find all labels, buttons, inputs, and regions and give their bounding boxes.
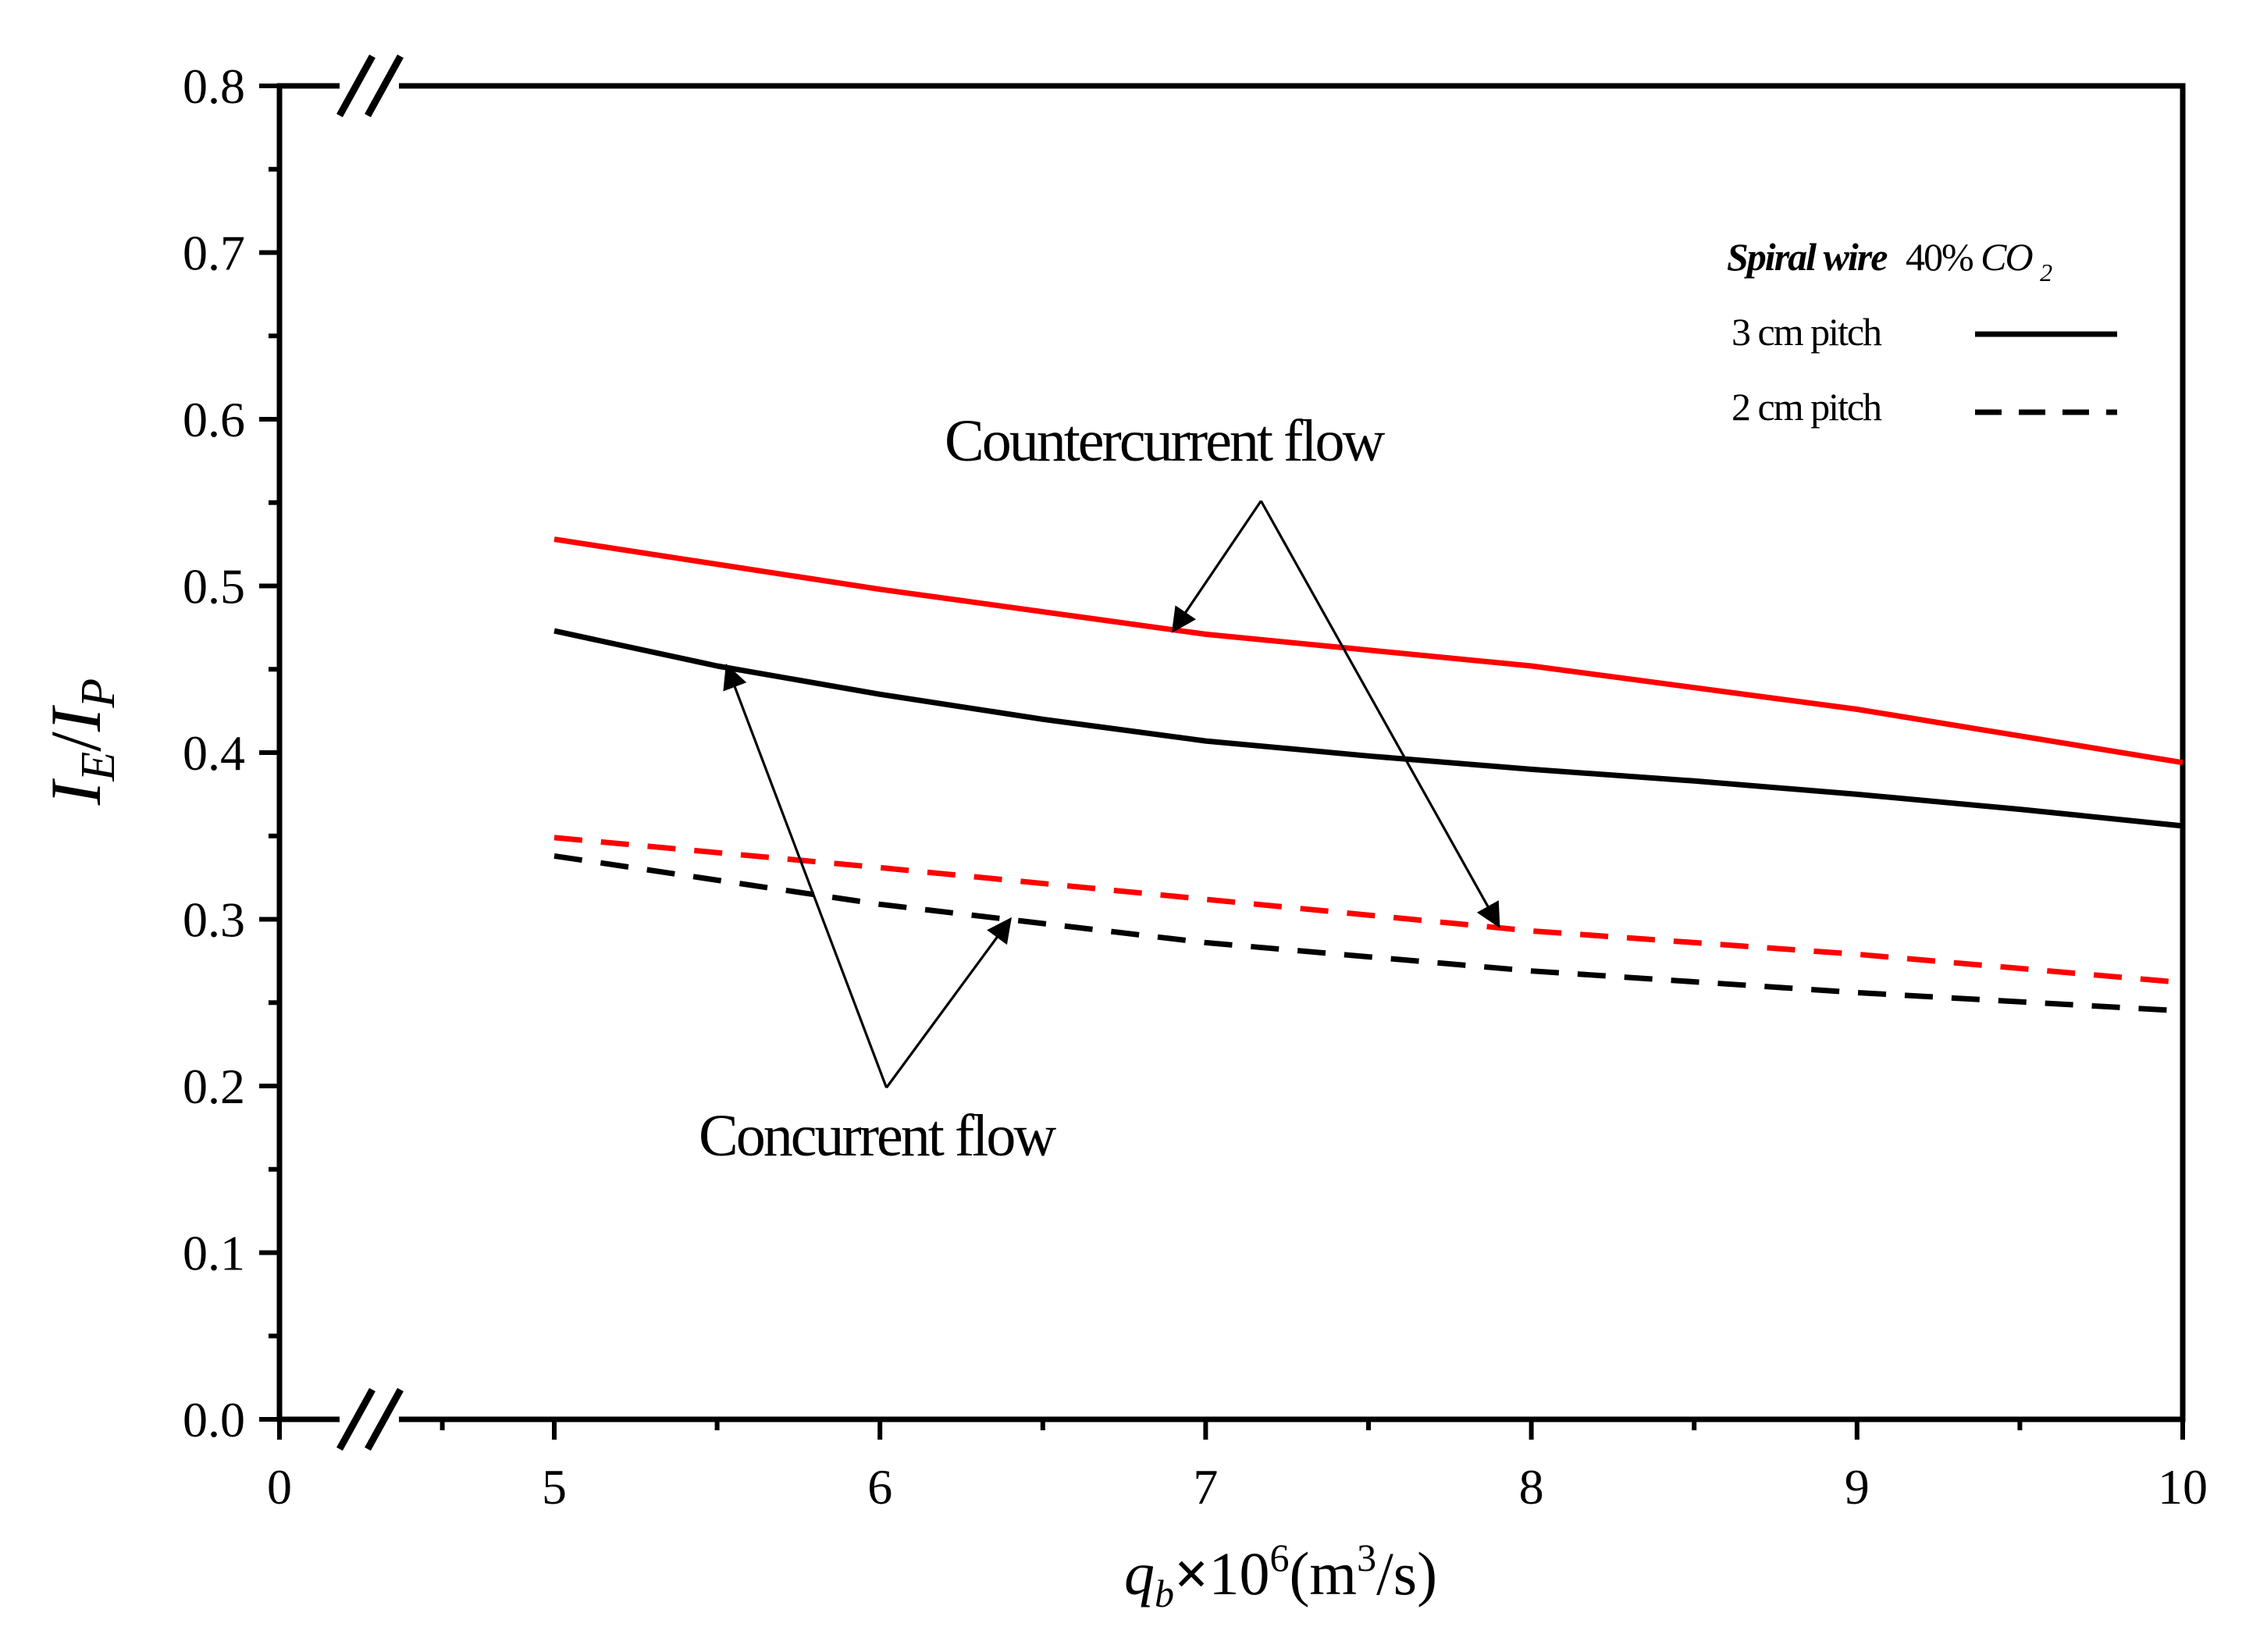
x-tick-label: 5: [542, 1459, 567, 1515]
x-tick-label: 6: [867, 1459, 892, 1515]
annotation-arrows: [723, 500, 1500, 1089]
axis-break-mark-top: [336, 54, 375, 118]
plot-frame: [276, 83, 2186, 1422]
axis-break-mark-bottom: [365, 1387, 404, 1451]
axis-break-gap-top: [340, 81, 399, 91]
series-line-3: [553, 835, 2183, 986]
x-axis-title-q: q: [1124, 1540, 1155, 1607]
y-tick-label: 0.0: [183, 1392, 245, 1447]
x-axis-title-b: b: [1155, 1572, 1174, 1615]
y-axis-title-i2: I: [36, 704, 116, 732]
y-tick-label: 0.3: [183, 892, 245, 948]
annotation-concurrent: Concurrent flow: [699, 1103, 1056, 1169]
y-axis-title-p: P: [72, 678, 125, 709]
series-line-4: [553, 853, 2183, 1014]
y-axis-title: IE/IP: [36, 678, 125, 806]
y-axis-title-i: I: [36, 778, 116, 806]
legend-header-co: CO: [1981, 235, 2032, 279]
plot-border: [276, 83, 2186, 1422]
annotation-arrow-2: [885, 917, 1012, 1089]
x-tick-labels: 0 5 6 7 8 9 10: [267, 1459, 2208, 1515]
annotation-arrow-2: [723, 663, 888, 1088]
legend-header-sub: 2: [2040, 258, 2052, 287]
annotation-arrow-1: [1171, 500, 1262, 633]
legend-header-italic: Spiral wire: [1727, 235, 1888, 279]
x-tick-label: 10: [2158, 1459, 2208, 1515]
legend-header: Spiral wire 40% CO 2: [1727, 235, 2052, 287]
x-axis-title-unit-close: /s): [1376, 1540, 1437, 1607]
x-tick-label: 7: [1193, 1459, 1218, 1515]
x-tick-label: 9: [1845, 1459, 1870, 1515]
axis-breaks: [336, 54, 404, 1451]
x-axis-title-ten: 10: [1208, 1540, 1269, 1607]
axis-break-mark-bottom: [336, 1387, 375, 1451]
y-tick-label: 0.5: [183, 559, 245, 614]
legend-item-label: 2 cm pitch: [1731, 385, 1882, 429]
legend-header-value: 40%: [1906, 235, 1973, 279]
x-tick-label: 0: [267, 1459, 292, 1515]
legend-item-label: 3 cm pitch: [1731, 310, 1882, 354]
svg-text:IE/IP: IE/IP: [36, 678, 125, 806]
y-axis-title-slash: /: [36, 732, 116, 752]
y-tick-label: 0.4: [183, 725, 245, 781]
series-line-1: [553, 536, 2183, 766]
major-ticks: [259, 84, 2185, 1440]
y-tick-label: 0.8: [183, 59, 245, 114]
y-axis-title-e: E: [72, 752, 125, 782]
y-tick-label: 0.6: [183, 392, 245, 447]
legend: Spiral wire 40% CO 2 3 cm pitch 2 cm pit…: [1727, 235, 2117, 429]
series-line-2: [553, 628, 2183, 829]
y-tick-label: 0.2: [183, 1059, 245, 1114]
x-axis-title: qb×106(m3/s): [1124, 1536, 1437, 1615]
x-axis-title-six: 6: [1269, 1536, 1289, 1579]
y-tick-labels: 0.0 0.1 0.2 0.3 0.4 0.5 0.6 0.7 0.8: [183, 59, 245, 1447]
axis-break-gap-bottom: [340, 1415, 399, 1424]
axis-break-mark-top: [365, 54, 404, 118]
y-tick-label: 0.7: [183, 226, 245, 281]
x-tick-label: 8: [1519, 1459, 1544, 1515]
x-axis-title-unit-open: (m: [1289, 1540, 1357, 1607]
minor-ticks: [269, 166, 2023, 1430]
annotation-countercurrent: Countercurrent flow: [945, 408, 1385, 474]
x-axis-title-times: ×: [1174, 1540, 1208, 1607]
series-lines: [553, 536, 2183, 1014]
annotation-arrow-1: [1259, 500, 1500, 928]
x-axis-title-three: 3: [1357, 1536, 1376, 1579]
y-tick-label: 0.1: [183, 1226, 245, 1281]
